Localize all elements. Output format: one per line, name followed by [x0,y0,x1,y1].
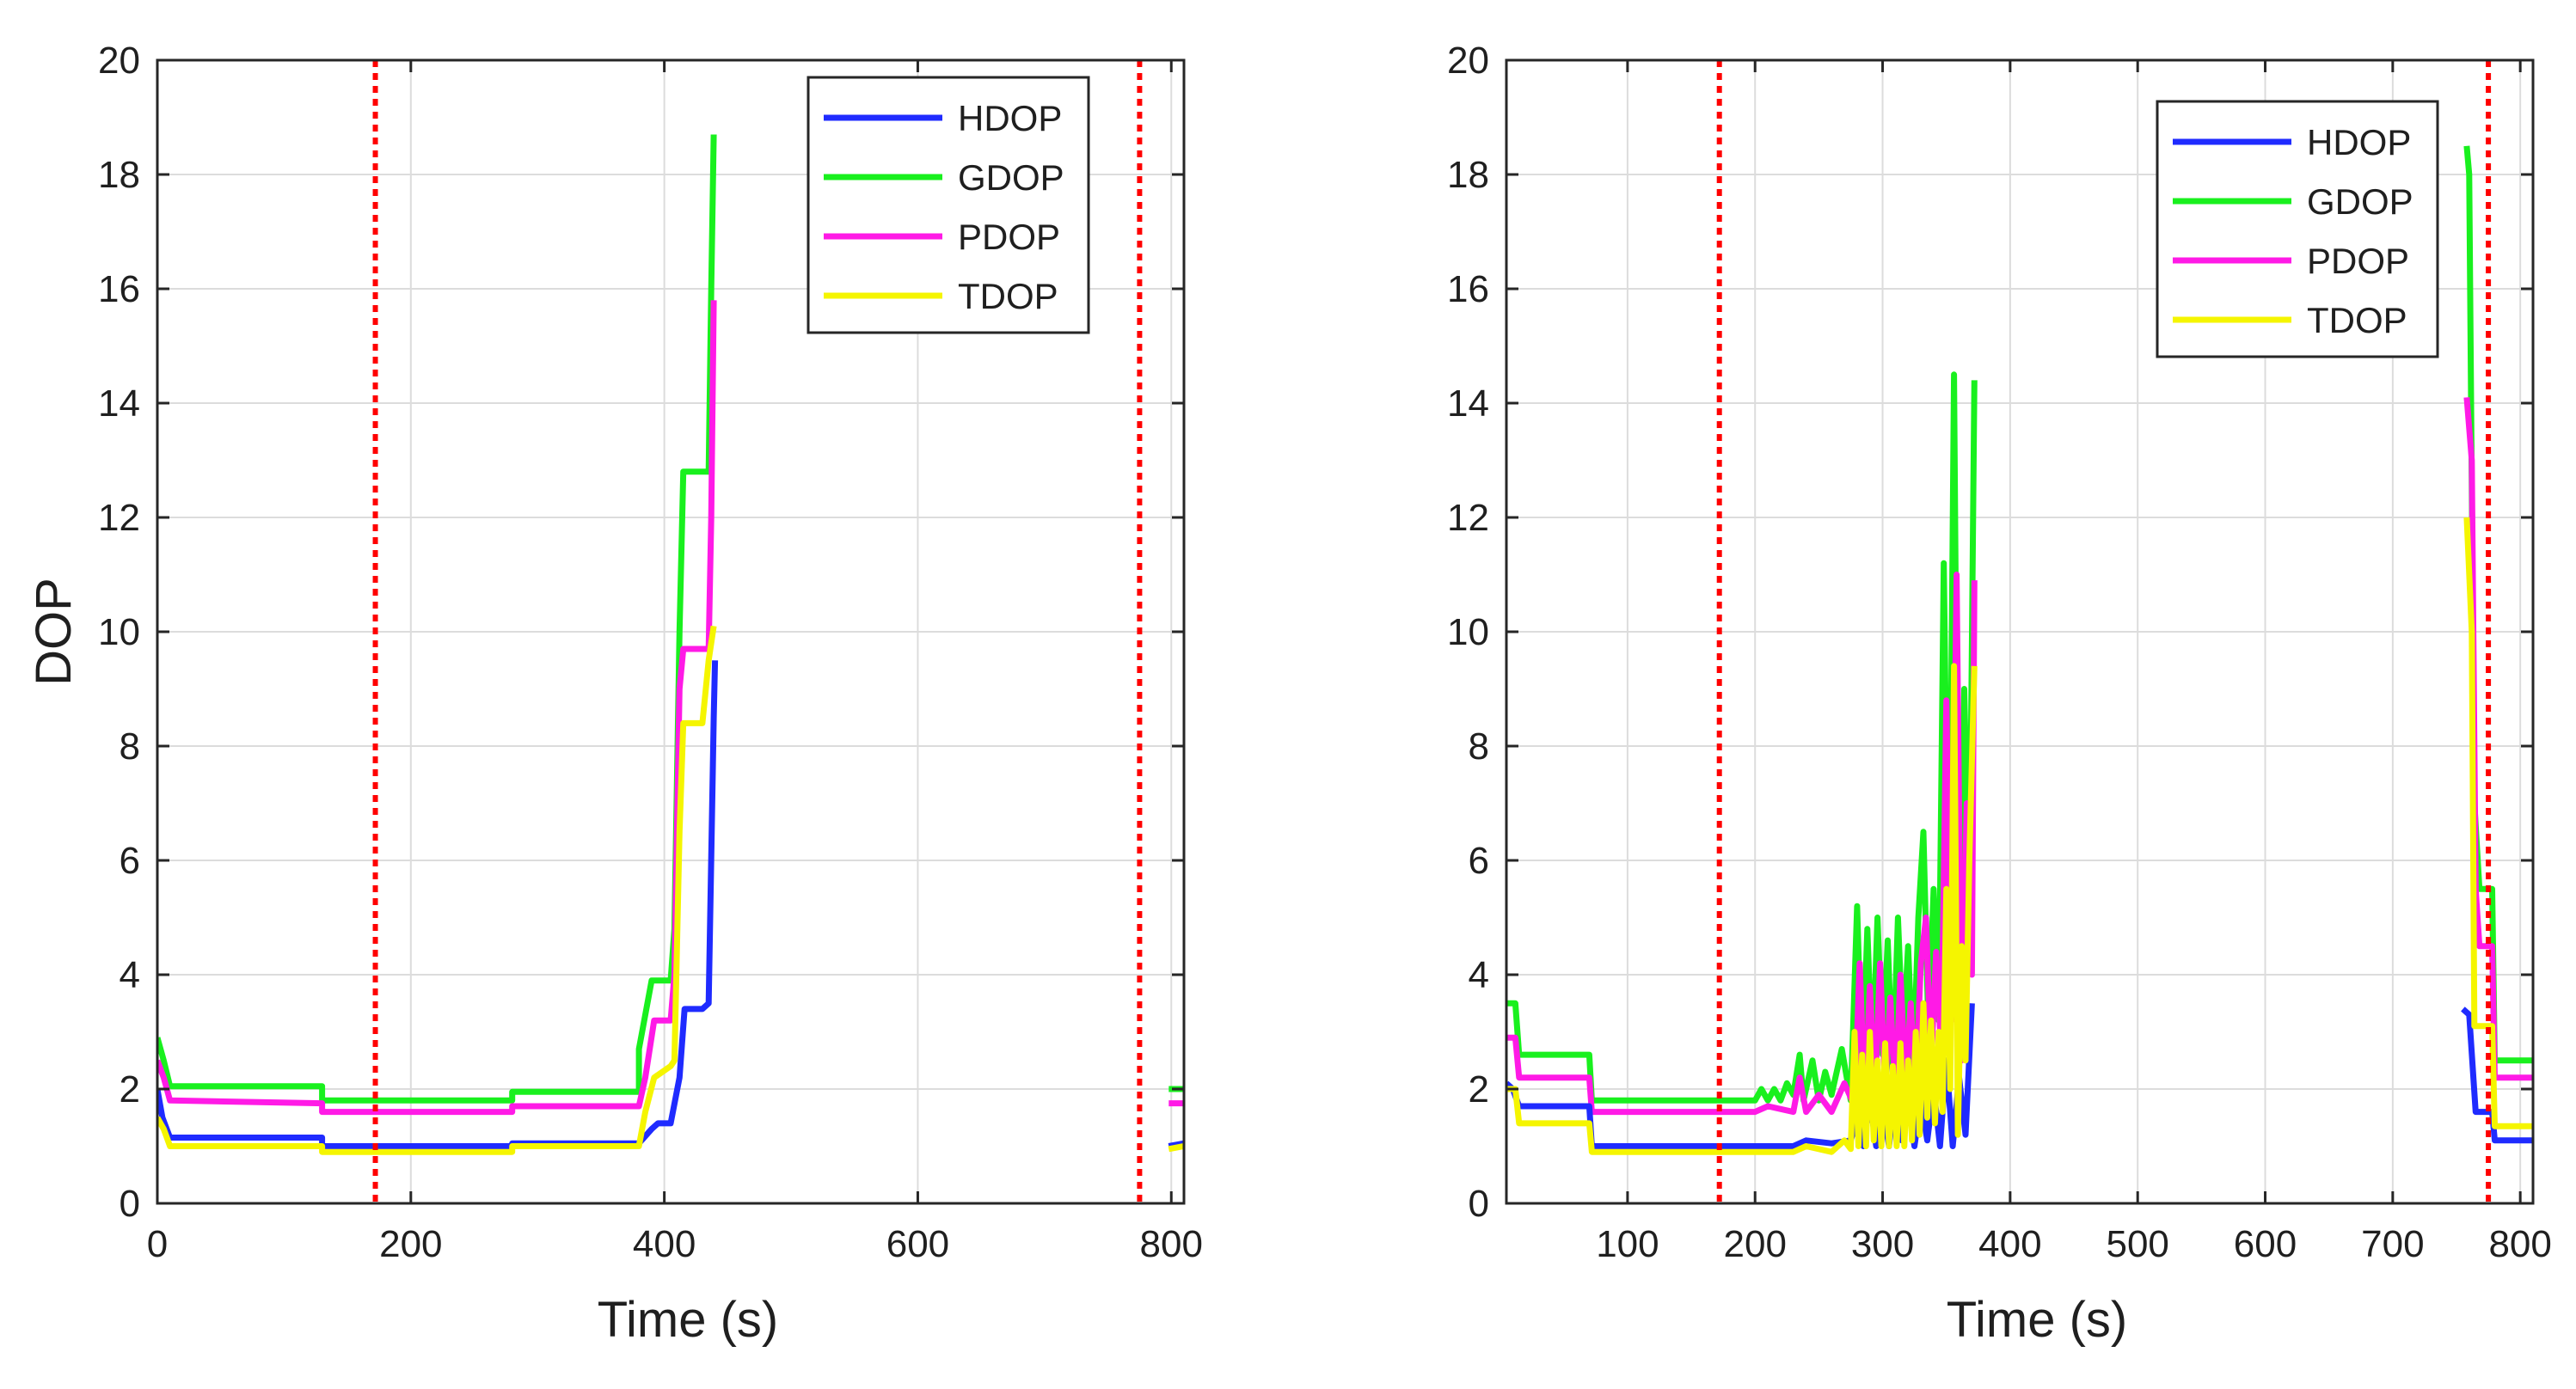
y-tick-label: 12 [98,497,140,539]
series-line-tdop [157,625,1184,1155]
legend-label-gdop: GDOP [958,157,1064,198]
y-tick-label: 4 [1469,954,1489,996]
x-tick-label: 500 [2106,1223,2168,1265]
legend-label-hdop: HDOP [958,98,1062,138]
y-tick-label: 0 [120,1183,140,1225]
series-group [1506,145,2533,1155]
x-tick-label: 800 [1140,1223,1203,1265]
x-tick-label: 0 [147,1223,168,1265]
y-tick-label: 2 [120,1068,140,1111]
y-tick-label: 16 [98,268,140,310]
x-tick-label: 200 [1724,1223,1787,1265]
x-tick-label: 200 [379,1223,442,1265]
legend-label-gdop: GDOP [2307,181,2413,222]
y-tick-label: 6 [120,840,140,882]
legend-label-pdop: PDOP [2307,241,2409,281]
y-tick-label: 16 [1447,268,1489,310]
y-tick-label: 14 [1447,382,1489,425]
series-line-pdop [1506,397,2533,1116]
y-tick-label: 20 [98,40,140,82]
y-tick-label: 10 [1447,611,1489,653]
y-tick-label: 0 [1469,1183,1489,1225]
x-tick-label: 800 [2488,1223,2551,1265]
legend: HDOP GDOP PDOP TDOP [807,76,1090,334]
legend: HDOP GDOP PDOP TDOP [2156,100,2439,358]
legend-label-tdop: TDOP [958,276,1058,316]
y-tick-label: 10 [98,611,140,653]
x-tick-label: 400 [1978,1223,2041,1265]
right-plot: 100 200 300 400 500 600 700 800 0 2 4 6 8 10 12 14 16 18 2… [1447,40,2552,1348]
series-line-hdop [157,660,1184,1149]
x-axis-label: Time (s) [1947,1292,2127,1348]
y-tick-label: 2 [1469,1068,1489,1111]
legend-label-pdop: PDOP [958,217,1060,257]
series-line-tdop [1506,517,2533,1155]
y-tick-label: 4 [120,954,140,996]
x-tick-label: 600 [886,1223,949,1265]
y-tick-label: 12 [1447,497,1489,539]
y-tick-label: 14 [98,382,140,425]
y-tick-label: 8 [1469,725,1489,768]
y-tick-label: 6 [1469,840,1489,882]
series-line-pdop [157,300,1184,1116]
y-tick-label: 20 [1447,40,1489,82]
y-tick-label: 8 [120,725,140,768]
x-tick-label: 400 [633,1223,696,1265]
left-plot: 0 200 400 600 800 0 2 4 6 8 10 12 14 16 18 20 Time (s) DO… [26,40,1203,1348]
x-tick-label: 100 [1596,1223,1659,1265]
legend-label-tdop: TDOP [2307,300,2407,340]
x-tick-label: 700 [2361,1223,2424,1265]
y-axis-label: DOP [26,578,82,686]
x-axis-label: Time (s) [598,1292,778,1348]
x-tick-label: 300 [1851,1223,1914,1265]
y-tick-label: 18 [1447,154,1489,196]
y-tick-label: 18 [98,154,140,196]
x-tick-label: 600 [2234,1223,2297,1265]
series-line-hdop [1506,1003,2533,1149]
legend-label-hdop: HDOP [2307,122,2411,162]
